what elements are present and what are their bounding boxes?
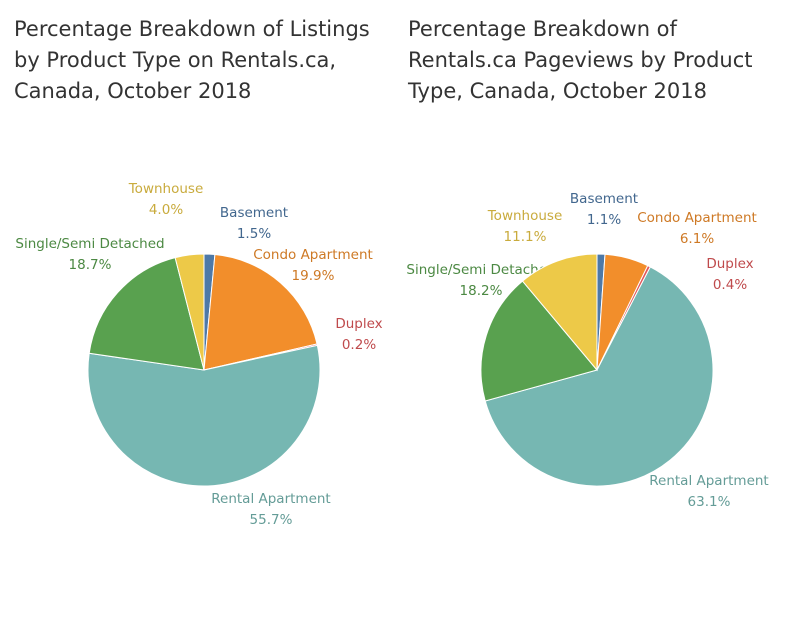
listings-value-townhouse: 4.0% [149, 202, 183, 218]
listings-label-single-semi-detached: Single/Semi Detached [15, 236, 164, 252]
pageviews-label-single-semi-detached: Single/Semi Detached [406, 262, 555, 278]
listings-slice-townhouse[interactable] [174, 253, 205, 371]
pageviews-value-condo-apartment: 6.1% [680, 231, 714, 247]
pageviews-value-rental-apartment: 63.1% [688, 494, 731, 510]
pageviews-slice-rental-apartment[interactable] [484, 266, 714, 487]
pageviews-value-single-semi-detached: 18.2% [460, 283, 503, 299]
listings-value-rental-apartment: 55.7% [250, 512, 293, 528]
listings-label-duplex: Duplex [335, 316, 382, 332]
pageviews-label-duplex: Duplex [706, 256, 753, 272]
chart-title-listings: Percentage Breakdown of Listings by Prod… [14, 17, 370, 103]
listings-slice-condo-apartment[interactable] [203, 253, 318, 371]
listings-value-basement: 1.5% [237, 226, 271, 242]
pageviews-value-basement: 1.1% [587, 212, 621, 228]
pageviews-value-duplex: 0.4% [713, 277, 747, 293]
listings-value-single-semi-detached: 18.7% [69, 257, 112, 273]
chart-title-pageviews: Percentage Breakdown of Rentals.ca Pagev… [408, 17, 753, 103]
pageviews-label-rental-apartment: Rental Apartment [649, 473, 768, 489]
listings-label-rental-apartment: Rental Apartment [211, 491, 330, 507]
pageviews-slice-single-semi-detached[interactable] [480, 280, 598, 402]
listings-value-duplex: 0.2% [342, 337, 376, 353]
pageviews-slice-townhouse[interactable] [521, 253, 598, 372]
listings-slice-rental-apartment[interactable] [87, 344, 321, 487]
pageviews-label-condo-apartment: Condo Apartment [637, 210, 757, 226]
listings-label-townhouse: Townhouse [128, 181, 204, 197]
pageviews-value-townhouse: 11.1% [504, 229, 547, 245]
pageviews-label-townhouse: Townhouse [487, 208, 563, 224]
pageviews-label-basement: Basement [570, 191, 638, 207]
listings-slice-single-semi-detached[interactable] [88, 257, 205, 371]
listings-value-condo-apartment: 19.9% [292, 268, 335, 284]
listings-label-condo-apartment: Condo Apartment [253, 247, 373, 263]
listings-label-basement: Basement [220, 205, 288, 221]
